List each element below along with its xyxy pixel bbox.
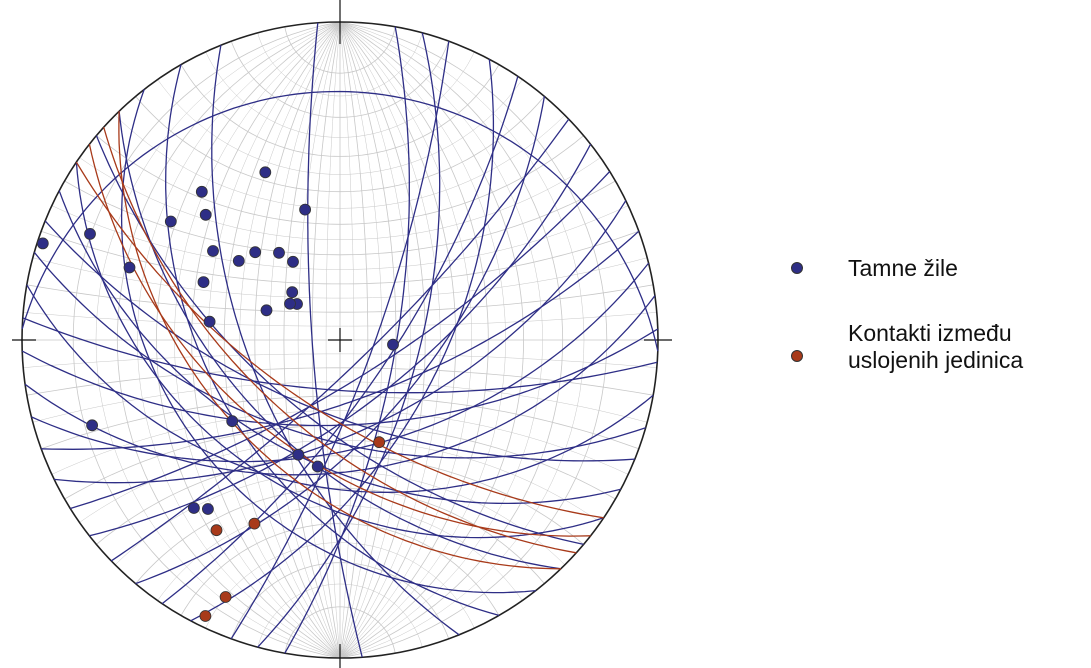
pole-tamne-zile [197, 276, 210, 289]
pole-tamne-zile [387, 338, 399, 351]
legend-marker-kontakti [791, 350, 803, 362]
great-circle-kontakti [118, 111, 561, 570]
great-circle-tamne-zile [24, 295, 656, 476]
pole-tamne-zile [299, 203, 312, 216]
pole-tamne-zile [284, 297, 296, 310]
legend-marker-tamne-zile [791, 262, 803, 274]
great-circle-tamne-zile [211, 45, 460, 636]
great-circle-tamne-zile [165, 64, 500, 617]
pole-tamne-zile [203, 315, 216, 328]
great-circle-tamne-zile [58, 190, 621, 505]
poles [36, 166, 399, 622]
pole-tamne-zile [201, 503, 214, 515]
great-circle-tamne-zile [120, 89, 536, 594]
pole-tamne-zile [259, 166, 272, 179]
legend-label-kontakti: Kontakti između uslojenih jedinica [848, 320, 1024, 373]
pole-tamne-zile [123, 261, 136, 274]
great-circle-tamne-zile [26, 284, 654, 493]
great-circle-tamne-zile [44, 220, 635, 462]
pole-tamne-zile [226, 415, 239, 428]
great-circle-kontakti [88, 144, 591, 537]
pole-tamne-zile [86, 419, 98, 432]
pole-kontakti [219, 591, 232, 603]
great-circle-tamne-zile [110, 118, 570, 562]
pole-tamne-zile [36, 237, 49, 250]
pole-tamne-zile [311, 460, 324, 473]
great-circle-tamne-zile [75, 162, 604, 539]
pole-tamne-zile [273, 246, 285, 259]
pole-tamne-zile [249, 246, 262, 259]
pole-tamne-zile [164, 215, 177, 228]
great-circle-tamne-zile [161, 76, 519, 605]
great-circle-tamne-zile [230, 41, 450, 640]
legend-label-tamne-zile: Tamne žile [848, 255, 958, 281]
great-circle-kontakti [103, 127, 577, 554]
great-circle-tamne-zile [257, 32, 441, 648]
legend-item-kontakti: Kontakti između uslojenih jedinica [780, 320, 1080, 373]
pole-tamne-zile [287, 255, 299, 268]
legend: Tamne žile Kontakti između uslojenih jed… [780, 248, 1080, 373]
great-circle-tamne-zile [89, 143, 592, 537]
great-circle-tamne-zile [307, 22, 363, 658]
pole-tamne-zile [199, 208, 212, 221]
pole-tamne-zile [292, 448, 305, 461]
pole-kontakti [373, 436, 386, 449]
pole-tamne-zile [187, 502, 200, 514]
great-circle-tamne-zile [70, 171, 611, 510]
pole-tamne-zile [195, 185, 208, 198]
pole-tamne-zile [286, 286, 299, 299]
great-circles [21, 22, 659, 658]
pole-tamne-zile [260, 304, 273, 317]
great-circle-kontakti [75, 161, 604, 519]
pole-kontakti [210, 524, 223, 537]
great-circle-tamne-zile [21, 90, 659, 352]
great-circle-tamne-zile [190, 59, 495, 622]
legend-item-tamne-zile: Tamne žile [780, 248, 1080, 288]
pole-kontakti [248, 517, 261, 530]
pole-kontakti [199, 610, 212, 622]
pole-tamne-zile [84, 227, 96, 240]
great-circle-tamne-zile [41, 230, 640, 450]
great-circle-tamne-zile [95, 135, 584, 546]
pole-tamne-zile [232, 254, 245, 267]
pole-tamne-zile [207, 245, 219, 257]
cardinal-ticks [12, 0, 672, 668]
